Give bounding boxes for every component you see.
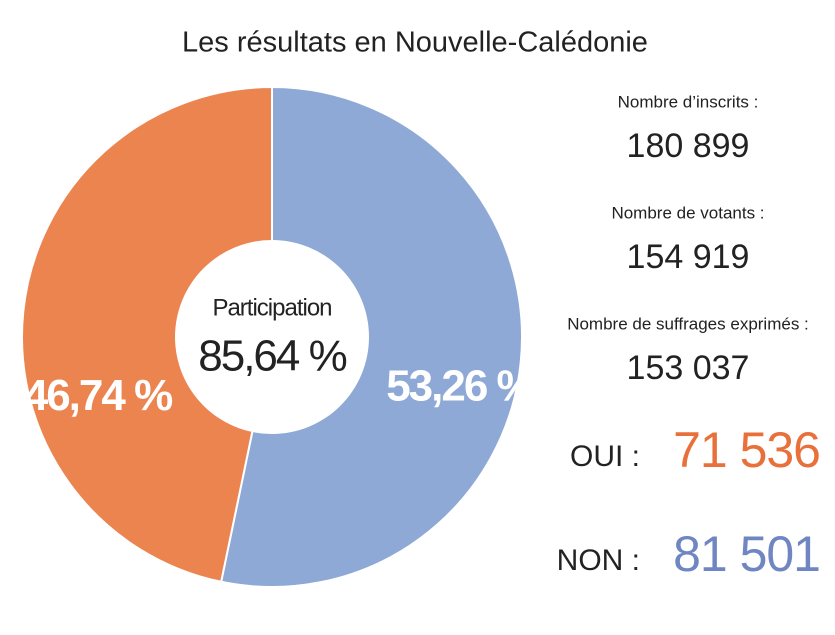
slice-label: 46,74 % bbox=[24, 371, 172, 420]
slice bbox=[219, 85, 523, 588]
result-name: NON : bbox=[557, 544, 640, 577]
stat-label: Nombre de votants : bbox=[611, 203, 764, 222]
slice-label: 53,26 % bbox=[386, 362, 534, 411]
stat-value: 153 037 bbox=[627, 349, 750, 387]
stat-label: Nombre de suffrages exprimés : bbox=[567, 314, 809, 333]
stat-value: 154 919 bbox=[627, 238, 750, 276]
center-label: Participation bbox=[212, 294, 331, 321]
result-name: OUI : bbox=[570, 440, 640, 473]
donut: 53,26 % 46,74 % Participation 85,64 % bbox=[20, 85, 537, 588]
result-value: 71 536 bbox=[673, 422, 820, 478]
slice bbox=[20, 85, 273, 583]
chart-title: Les résultats en Nouvelle-Calédonie bbox=[182, 27, 648, 59]
info-panel: Nombre d’inscrits : 180 899 Nombre de vota… bbox=[557, 92, 821, 582]
stat-label: Nombre d’inscrits : bbox=[618, 92, 759, 111]
stat-value: 180 899 bbox=[627, 127, 750, 165]
center-value: 85,64 % bbox=[198, 332, 346, 381]
donut-hole bbox=[175, 240, 369, 434]
result-value: 81 501 bbox=[673, 526, 820, 582]
